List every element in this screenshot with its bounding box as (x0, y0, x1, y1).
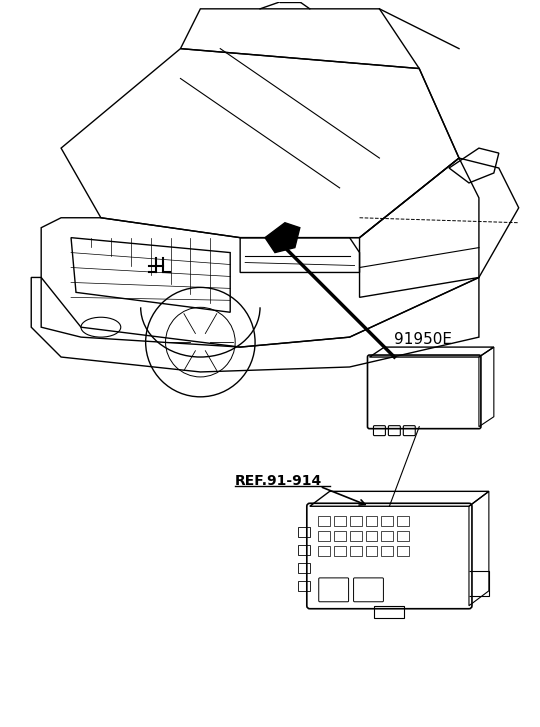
Bar (298, 581, 310, 591)
Bar (298, 545, 310, 555)
Bar (366, 531, 377, 541)
Bar (318, 516, 330, 526)
Polygon shape (265, 222, 300, 252)
Bar (366, 516, 377, 526)
Bar (397, 531, 409, 541)
Text: REF.91-914: REF.91-914 (235, 475, 322, 489)
Bar (366, 546, 377, 556)
Bar (298, 527, 310, 537)
Bar (397, 516, 409, 526)
Bar (381, 531, 393, 541)
Bar (349, 531, 361, 541)
Bar (397, 546, 409, 556)
Bar (381, 516, 393, 526)
Bar (318, 531, 330, 541)
Text: 91950E: 91950E (394, 332, 453, 347)
Bar (349, 546, 361, 556)
Bar (318, 546, 330, 556)
Bar (381, 546, 393, 556)
Bar (349, 516, 361, 526)
Bar (334, 531, 346, 541)
Bar (334, 516, 346, 526)
Bar (298, 563, 310, 573)
Bar (334, 546, 346, 556)
